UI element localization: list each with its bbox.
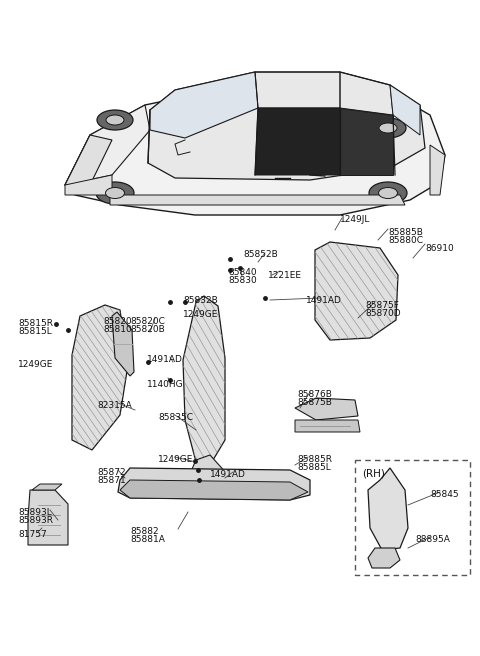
Text: 85832B: 85832B: [183, 296, 218, 305]
Text: 85815R: 85815R: [18, 319, 53, 328]
Text: 1249JL: 1249JL: [340, 215, 371, 224]
Text: 85881A: 85881A: [130, 535, 165, 544]
Polygon shape: [118, 468, 310, 500]
Text: 1491AD: 1491AD: [210, 470, 246, 479]
Text: 1249GE: 1249GE: [18, 360, 53, 369]
Ellipse shape: [96, 182, 134, 204]
Text: 1491AD: 1491AD: [147, 355, 183, 364]
Text: 85810: 85810: [103, 325, 132, 334]
Text: 85876B: 85876B: [297, 390, 332, 399]
Text: 85870D: 85870D: [365, 309, 401, 318]
Polygon shape: [255, 108, 340, 175]
Text: 85885L: 85885L: [297, 463, 331, 472]
Polygon shape: [183, 296, 225, 465]
Ellipse shape: [369, 182, 407, 204]
Text: 85875F: 85875F: [365, 301, 399, 310]
Text: 85820C: 85820C: [130, 317, 165, 326]
Polygon shape: [295, 398, 358, 420]
Polygon shape: [340, 108, 393, 175]
Polygon shape: [65, 135, 112, 185]
Text: 85820: 85820: [103, 317, 132, 326]
Polygon shape: [110, 195, 405, 205]
Text: 1249GE: 1249GE: [158, 455, 193, 464]
Ellipse shape: [379, 123, 397, 133]
Ellipse shape: [106, 115, 124, 125]
Polygon shape: [368, 468, 408, 550]
Text: 85845: 85845: [430, 490, 458, 499]
Polygon shape: [65, 175, 112, 195]
Polygon shape: [368, 548, 400, 568]
Text: 1140HG: 1140HG: [147, 380, 184, 389]
Text: 88895A: 88895A: [415, 535, 450, 544]
Polygon shape: [72, 305, 128, 450]
Bar: [355, 460, 470, 575]
Text: 85835C: 85835C: [158, 413, 193, 422]
Text: 85840: 85840: [228, 268, 257, 277]
Text: 1249GE: 1249GE: [183, 310, 218, 319]
Text: 81757: 81757: [18, 530, 47, 539]
Ellipse shape: [97, 110, 133, 130]
Text: 85880C: 85880C: [388, 236, 423, 245]
Polygon shape: [32, 484, 62, 490]
Text: 1491AD: 1491AD: [306, 296, 342, 305]
Polygon shape: [315, 242, 398, 340]
Polygon shape: [185, 455, 228, 498]
Ellipse shape: [370, 118, 406, 138]
Ellipse shape: [379, 188, 397, 199]
Text: 85815L: 85815L: [18, 327, 52, 336]
Ellipse shape: [106, 188, 124, 199]
Text: 85882: 85882: [130, 527, 158, 536]
Text: 85820B: 85820B: [130, 325, 165, 334]
Polygon shape: [28, 490, 68, 545]
Polygon shape: [148, 72, 425, 180]
Text: (RH): (RH): [362, 468, 385, 478]
Polygon shape: [112, 312, 134, 376]
Text: 85872: 85872: [97, 468, 126, 477]
Text: 85852B: 85852B: [243, 250, 278, 259]
Text: 85871: 85871: [97, 476, 126, 485]
Polygon shape: [65, 105, 150, 185]
Text: 82315A: 82315A: [97, 401, 132, 410]
Text: 85875B: 85875B: [297, 398, 332, 407]
Polygon shape: [430, 145, 445, 195]
Text: 85830: 85830: [228, 276, 257, 285]
Polygon shape: [120, 480, 308, 500]
Text: 85885B: 85885B: [388, 228, 423, 237]
Text: 1221EE: 1221EE: [268, 271, 302, 280]
Polygon shape: [65, 82, 445, 215]
Text: 85893L: 85893L: [18, 508, 52, 517]
Polygon shape: [390, 85, 420, 135]
Text: 86910: 86910: [425, 244, 454, 253]
Polygon shape: [295, 420, 360, 432]
Polygon shape: [150, 72, 258, 138]
Text: 85885R: 85885R: [297, 455, 332, 464]
Text: 85893R: 85893R: [18, 516, 53, 525]
